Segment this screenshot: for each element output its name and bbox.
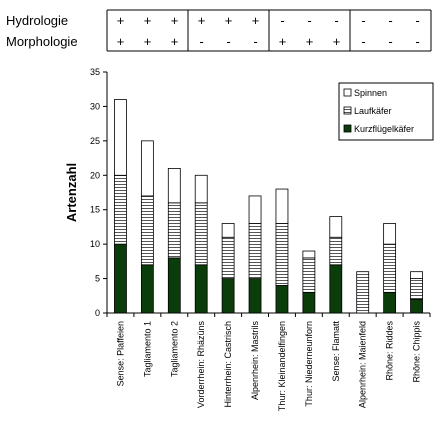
bar-laufkaefer	[194, 202, 208, 266]
table-cell-sign: -	[226, 34, 230, 49]
table-cell-sign: -	[388, 13, 392, 28]
table-cell-sign: -	[361, 34, 365, 49]
bar-spinnen	[167, 167, 181, 204]
x-category-label: Hinterrhein: Castrisch	[223, 321, 233, 408]
legend-box	[338, 82, 434, 141]
table-cell-sign: +	[198, 13, 206, 28]
bar-spinnen	[221, 223, 235, 238]
table-cell-sign: +	[306, 34, 314, 49]
bar-spinnen	[248, 195, 262, 224]
legend-swatch	[343, 88, 352, 97]
bar-kurzfluegelkaefer	[302, 291, 316, 314]
table-row-label: Hydrologie	[6, 13, 68, 28]
table-cell-sign: +	[171, 13, 179, 28]
legend-swatch	[343, 106, 352, 115]
y-tick-label: 35	[90, 67, 100, 77]
bar-spinnen	[329, 216, 343, 238]
table-cell-sign: -	[307, 13, 311, 28]
y-tick-label: 20	[90, 170, 100, 180]
x-category-label: Thur: Niederneunforn	[304, 321, 314, 407]
bar-kurzfluegelkaefer	[194, 264, 208, 314]
bar-spinnen	[383, 223, 397, 245]
table-cell-sign: -	[361, 13, 365, 28]
chart-legend: Spinnen Laufkäfer Kurzflügelkäfer	[338, 82, 434, 141]
x-category-label: Rhône: Riddes	[385, 321, 395, 381]
bar-laufkaefer	[383, 243, 397, 293]
legend-label: Laufkäfer	[354, 106, 392, 116]
bar-kurzfluegelkaefer	[329, 264, 343, 314]
y-tick-label: 5	[95, 274, 100, 284]
y-tick-label: 10	[90, 239, 100, 249]
table-row-label: Morphologie	[6, 34, 78, 49]
table-cell-sign: -	[199, 34, 203, 49]
x-category-label: Sense: Plaffeien	[115, 321, 125, 386]
x-category-label: Tagliamento 1	[142, 321, 152, 377]
table-cell-sign: -	[253, 34, 257, 49]
bar-laufkaefer	[356, 271, 370, 314]
table-cell-sign: +	[117, 34, 125, 49]
bar-spinnen	[114, 99, 127, 176]
bar-spinnen	[140, 140, 154, 197]
y-tick-label: 0	[95, 308, 100, 318]
y-axis-label: Artenzahl	[64, 163, 79, 222]
bar-kurzfluegelkaefer	[275, 285, 289, 314]
y-tick-label: 30	[90, 101, 100, 111]
bar-spinnen	[194, 174, 208, 204]
bar-kurzfluegelkaefer	[140, 264, 154, 314]
legend-label: Spinnen	[354, 88, 387, 98]
plot-area: 0 5 10 15 20 25 30 35 Artenzahl Sense: Plaffeien T…	[64, 67, 431, 411]
bar-laufkaefer	[114, 174, 127, 245]
bar-laufkaefer	[329, 236, 343, 266]
table-cell-sign: +	[252, 13, 260, 28]
bar-laufkaefer	[167, 202, 181, 259]
bar-laufkaefer	[248, 223, 262, 279]
table-cell-sign: -	[415, 13, 419, 28]
bar-kurzfluegelkaefer	[221, 278, 235, 314]
bar-spinnen	[275, 188, 289, 224]
bar-laufkaefer	[302, 257, 316, 293]
bar-kurzfluegelkaefer	[167, 257, 181, 314]
x-category-label: Vorderrhein: Rhäzüns	[196, 321, 206, 409]
x-category-label: Alpenrhein: Maienfeld	[358, 321, 368, 408]
bar-spinnen	[410, 271, 423, 279]
x-category-label: Rhône: Chippis	[412, 321, 422, 383]
bar-laufkaefer	[410, 278, 423, 300]
table-cell-sign: +	[171, 34, 179, 49]
bar-kurzfluegelkaefer	[114, 243, 127, 314]
y-tick-label: 15	[90, 205, 100, 215]
bar-laufkaefer	[140, 195, 154, 266]
table-cell-sign: -	[280, 13, 284, 28]
x-category-label: Tagliamento 2	[169, 321, 179, 377]
table-cell-sign: +	[333, 34, 341, 49]
table-cell-sign: +	[279, 34, 287, 49]
bar-kurzfluegelkaefer	[248, 278, 262, 314]
table-cell-sign: -	[415, 34, 419, 49]
x-category-label: Sense: Flamatt	[331, 321, 341, 382]
x-category-label: Alpenrhein: Mastrils	[250, 321, 260, 401]
hydrology-morphology-table: Hydrologie + + + + + + - - - - - - Morphologie + + + - - - +…	[6, 9, 432, 52]
bar-kurzfluegelkaefer	[410, 298, 423, 314]
table-cell-sign: +	[144, 34, 152, 49]
table-cell-sign: +	[225, 13, 233, 28]
y-tick-label: 25	[90, 136, 100, 146]
legend-label: Kurzflügelkäfer	[354, 124, 414, 134]
table-cell-sign: +	[144, 13, 152, 28]
bar-laufkaefer	[275, 223, 289, 286]
table-cell-sign: -	[334, 13, 338, 28]
table-cell-sign: +	[117, 13, 125, 28]
bar-kurzfluegelkaefer	[383, 291, 397, 314]
x-category-label: Thur: Kleinandelfingen	[277, 321, 287, 411]
bar-spinnen	[302, 250, 316, 259]
table-cell-sign: -	[388, 34, 392, 49]
legend-swatch	[343, 124, 352, 133]
bar-laufkaefer	[221, 236, 235, 279]
